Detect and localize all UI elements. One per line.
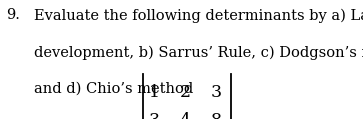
Text: 4: 4 bbox=[180, 112, 191, 119]
Text: 3: 3 bbox=[149, 112, 160, 119]
Text: and d) Chio’s method: and d) Chio’s method bbox=[34, 82, 194, 96]
Text: 3: 3 bbox=[211, 84, 221, 101]
Text: Evaluate the following determinants by a) Laplace: Evaluate the following determinants by a… bbox=[34, 8, 363, 23]
Text: 9.: 9. bbox=[7, 8, 20, 22]
Text: 8: 8 bbox=[211, 112, 221, 119]
Text: 2: 2 bbox=[180, 84, 191, 101]
Text: development, b) Sarrus’ Rule, c) Dodgson’s metho: development, b) Sarrus’ Rule, c) Dodgson… bbox=[34, 45, 363, 60]
Text: 1: 1 bbox=[149, 84, 160, 101]
